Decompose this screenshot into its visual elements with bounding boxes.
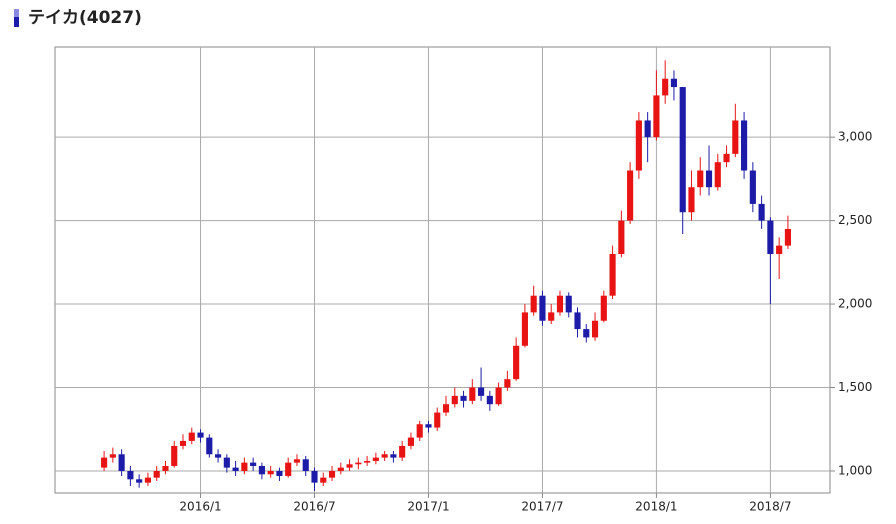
candle-body: [627, 170, 634, 221]
candle-body: [705, 170, 713, 188]
candle-body: [127, 470, 134, 480]
candle-body: [451, 395, 458, 405]
y-tick-label: 1,500: [838, 380, 872, 394]
candle-body: [390, 454, 397, 458]
candle-body: [320, 477, 327, 483]
candle-body: [258, 465, 265, 475]
candle-body: [372, 457, 379, 461]
candle-body: [144, 477, 151, 483]
candle-body: [311, 470, 318, 483]
candle-body: [241, 462, 248, 471]
candle-body: [574, 312, 581, 330]
candle-body: [434, 412, 441, 428]
candle-body: [758, 203, 765, 221]
candle-body: [293, 459, 301, 463]
candle-body: [644, 120, 651, 138]
title-icon: [14, 9, 19, 27]
candle-body: [355, 462, 362, 465]
candle-body: [513, 345, 520, 380]
candle-body: [521, 312, 528, 346]
candle-body: [223, 457, 230, 468]
candle-body: [267, 470, 274, 475]
candle-body: [416, 424, 423, 438]
candle-body: [425, 424, 432, 428]
candle-body: [478, 387, 485, 396]
candle-body: [381, 454, 388, 458]
candle-body: [460, 395, 467, 401]
candle-body: [346, 464, 353, 468]
plot-frame: [54, 46, 831, 494]
candle-body: [600, 295, 607, 321]
candle-body: [469, 387, 476, 401]
chart-title: テイカ(4027): [28, 8, 142, 28]
y-tick-label: 1,000: [838, 463, 872, 477]
candle-body: [767, 220, 774, 254]
candle-body: [364, 460, 371, 463]
candle-body: [591, 320, 599, 338]
candle-body: [662, 78, 669, 96]
candle-body: [618, 220, 625, 254]
title-icon-highlight: [14, 9, 19, 17]
candle-body: [714, 162, 721, 188]
candle-body: [732, 120, 739, 154]
candle-body: [232, 467, 239, 471]
x-tick-label: 2016/1: [179, 500, 221, 514]
candle-body: [285, 462, 292, 476]
x-tick-label: 2018/7: [749, 500, 791, 514]
candle-body: [136, 479, 143, 483]
candle-body: [407, 437, 415, 446]
candle-body: [179, 440, 187, 446]
y-tick-label: 2,500: [838, 213, 872, 227]
candle-body: [556, 295, 564, 313]
candle-body: [206, 437, 213, 455]
candle-body: [153, 470, 160, 478]
x-tick-label: 2016/7: [293, 500, 335, 514]
candle-body: [101, 457, 108, 468]
candle-body: [162, 465, 169, 471]
candle-body: [171, 445, 178, 466]
candle-body: [653, 95, 660, 138]
candle-body: [118, 454, 125, 471]
candle-body: [214, 454, 222, 458]
candle-body: [784, 228, 791, 246]
candle-body: [697, 170, 704, 188]
candle-body: [548, 312, 555, 321]
candle-body: [250, 462, 257, 466]
candle-body: [635, 120, 642, 171]
x-tick-label: 2018/1: [635, 500, 677, 514]
candle-body: [337, 467, 344, 471]
candle-body: [565, 295, 572, 313]
y-tick-label: 3,000: [838, 130, 872, 144]
y-tick-label: 2,000: [838, 297, 872, 311]
candle-body: [609, 253, 616, 296]
candle-body: [530, 295, 537, 313]
candle-body: [679, 87, 686, 213]
candle-body: [583, 329, 590, 338]
candle-body: [741, 120, 748, 171]
candle-body: [197, 432, 204, 438]
candle-body: [109, 454, 116, 458]
candle-body: [399, 445, 406, 458]
candle-body: [504, 379, 511, 388]
x-tick-label: 2017/7: [521, 500, 563, 514]
candle-body: [688, 187, 695, 213]
candle-body: [539, 295, 546, 321]
candle-body: [670, 78, 678, 88]
candle-body: [776, 245, 783, 254]
candle-body: [442, 404, 450, 413]
x-tick-label: 2017/1: [407, 500, 449, 514]
candle-body: [723, 153, 730, 163]
candle-body: [302, 459, 309, 471]
candle-body: [749, 170, 756, 204]
candle-body: [188, 432, 195, 441]
candle-body: [486, 395, 493, 405]
candle-body: [276, 470, 283, 476]
candle-body: [495, 387, 502, 405]
candle-body: [328, 470, 336, 478]
